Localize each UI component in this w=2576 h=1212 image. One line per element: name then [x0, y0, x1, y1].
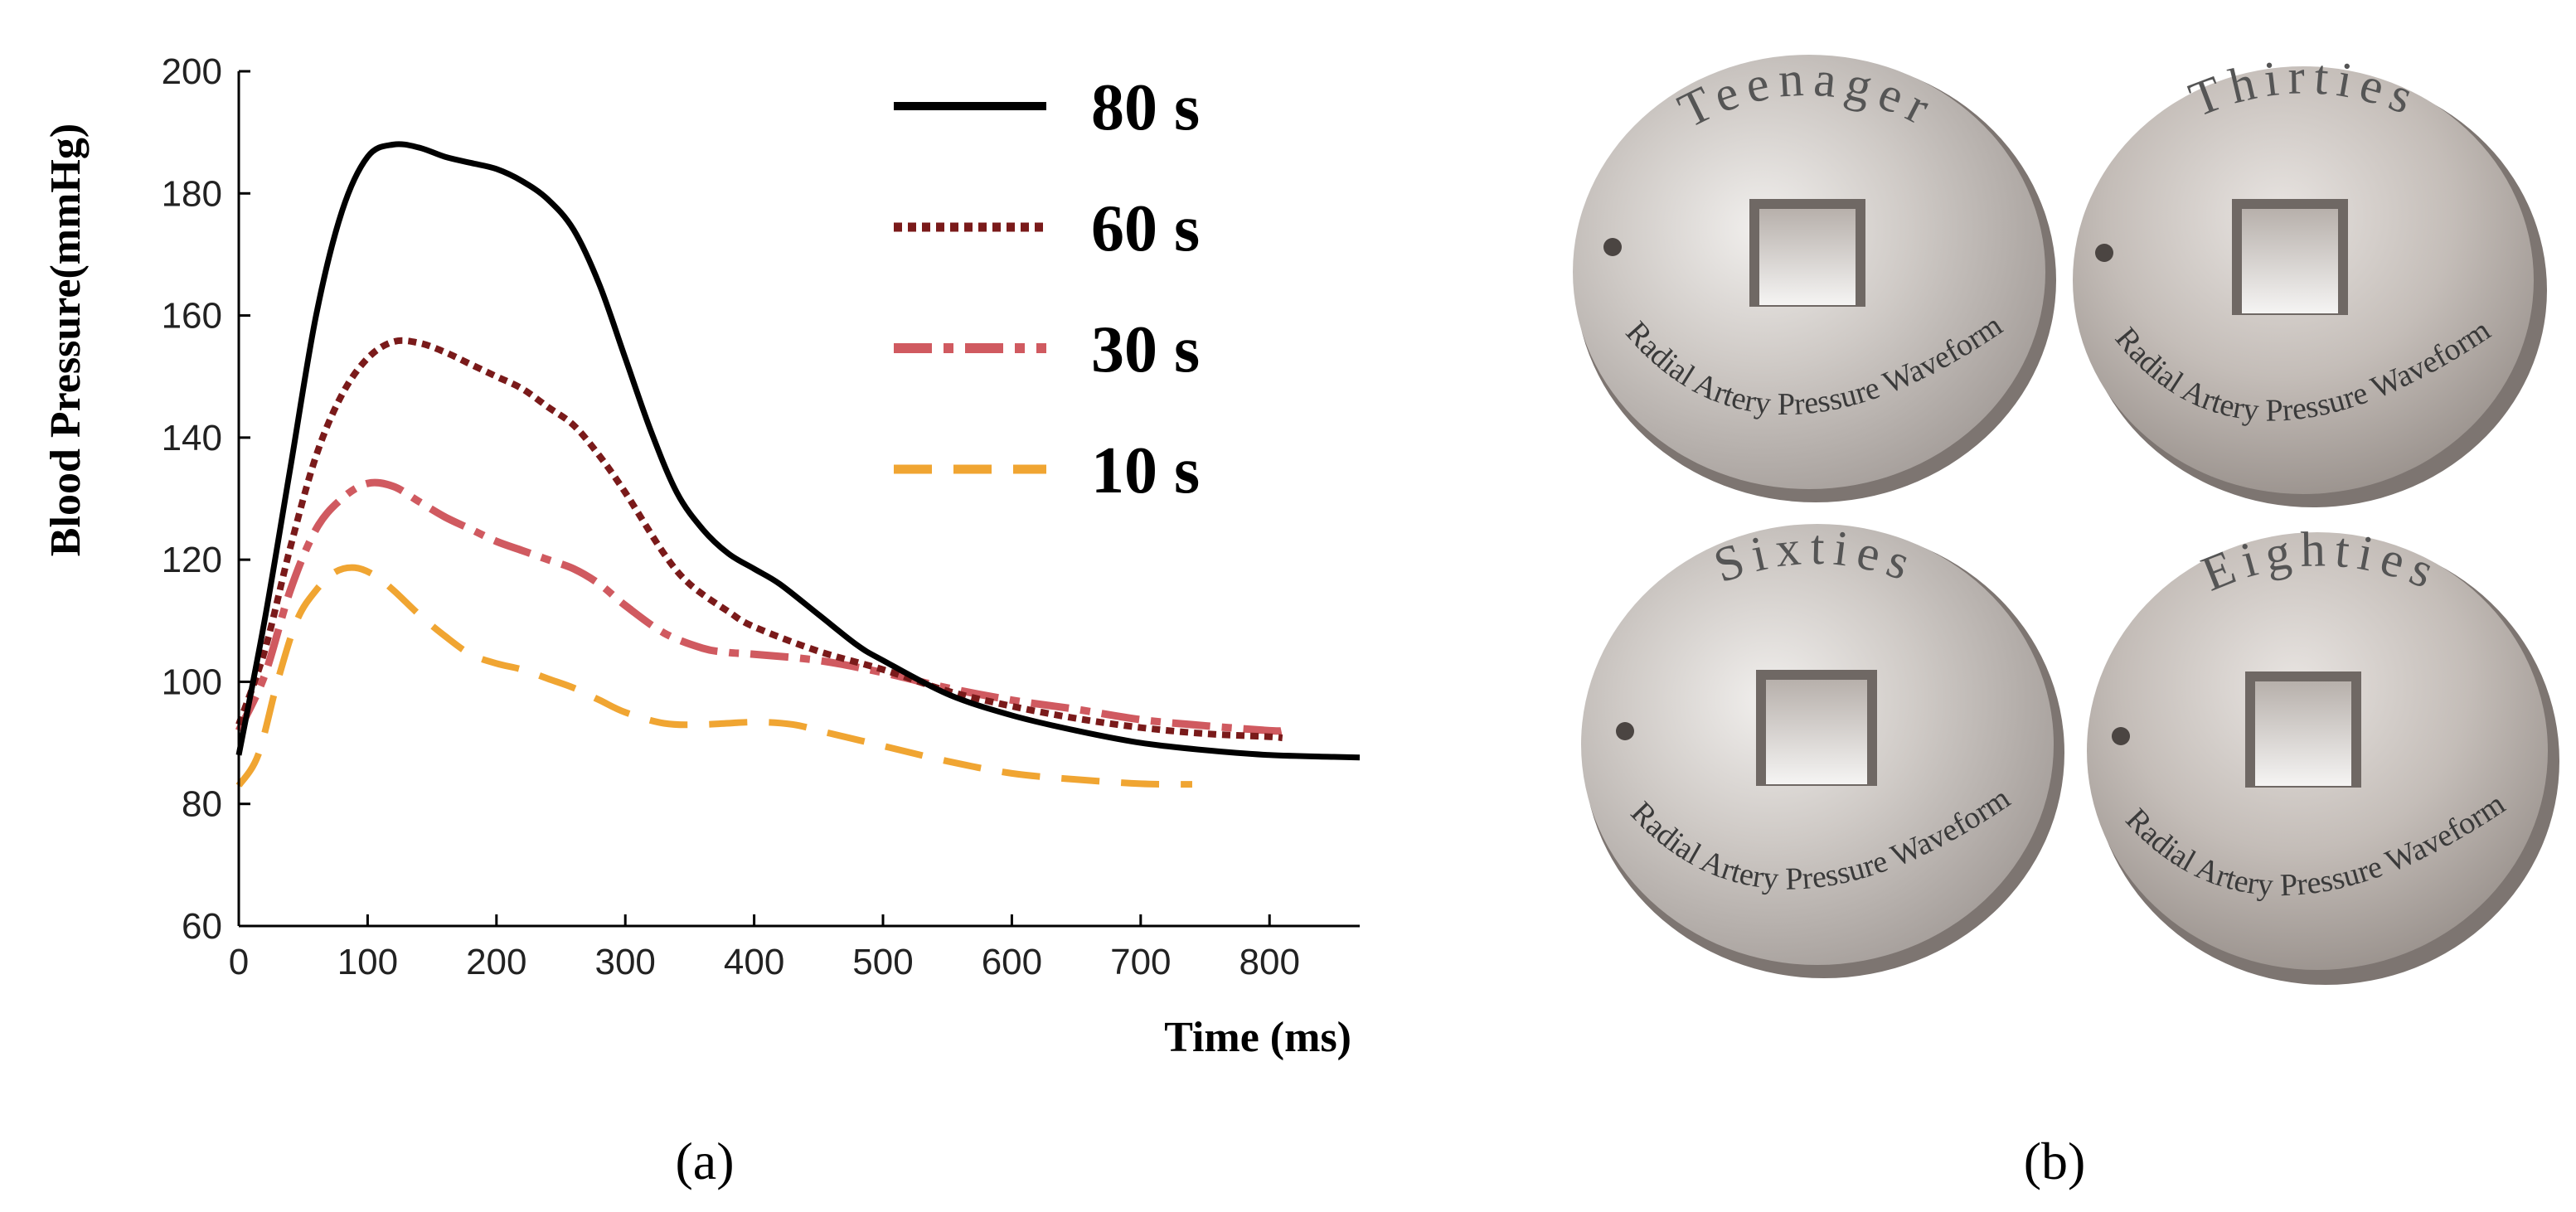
mounting-hole [2112, 727, 2130, 745]
ticks: 0 100 200 300 400 500 600 700 800 60 80 100 120 140 16… [162, 51, 1300, 982]
x-tick-label: 200 [466, 942, 526, 982]
y-tick-label: 60 [182, 906, 222, 947]
y-tick-label: 140 [162, 418, 222, 458]
legend-label: 10 s [1091, 434, 1200, 507]
x-tick-label: 300 [594, 942, 655, 982]
disc-photo: Teenager Radial Artery Pressure Waveform… [1573, 33, 2559, 1003]
y-tick-label: 80 [182, 784, 222, 825]
series-line-10s [235, 564, 1193, 788]
disc-teenager: Teenager Radial Artery Pressure Waveform [1573, 51, 2056, 502]
disc-thirties: Thirties Radial Artery Pressure Waveform [2073, 49, 2547, 507]
mounting-hole [2095, 244, 2113, 262]
x-tick-label: 800 [1239, 942, 1300, 982]
series-layer [235, 141, 1361, 788]
x-tick-label: 100 [337, 942, 398, 982]
series-line-60s [235, 337, 1283, 742]
x-tick-label: 500 [852, 942, 913, 982]
legend-label: 80 s [1091, 71, 1200, 144]
axes [237, 71, 1360, 928]
disc-eighties: Eighties Radial Artery Pressure Waveform [2087, 521, 2559, 985]
disc-sixties: Sixties Radial Artery Pressure Waveform [1581, 520, 2064, 978]
series-line-80s [235, 141, 1361, 761]
legend: 80 s 60 s 30 s 10 s [894, 71, 1200, 507]
series-line-30s [235, 478, 1283, 735]
legend-label: 60 s [1091, 192, 1200, 265]
mounting-hole [1616, 722, 1634, 740]
legend-label: 30 s [1091, 313, 1200, 386]
x-axis-label: Time (ms) [1164, 1014, 1351, 1061]
panel-label-b: (b) [2024, 1132, 2086, 1190]
x-tick-label: 600 [982, 942, 1042, 982]
x-tick-label: 700 [1110, 942, 1171, 982]
y-tick-label: 200 [162, 51, 222, 92]
y-tick-label: 120 [162, 540, 222, 580]
y-tick-label: 160 [162, 296, 222, 337]
x-tick-label: 0 [229, 942, 249, 982]
y-tick-label: 180 [162, 173, 222, 214]
blood-pressure-chart: 0 100 200 300 400 500 600 700 800 60 80 100 120 140 16… [42, 51, 1361, 1061]
x-tick-label: 400 [724, 942, 784, 982]
mounting-hole [1603, 238, 1622, 256]
y-axis-label: Blood Pressure(mmHg) [42, 124, 90, 556]
y-tick-label: 100 [162, 662, 222, 702]
panel-label-a: (a) [675, 1132, 734, 1190]
